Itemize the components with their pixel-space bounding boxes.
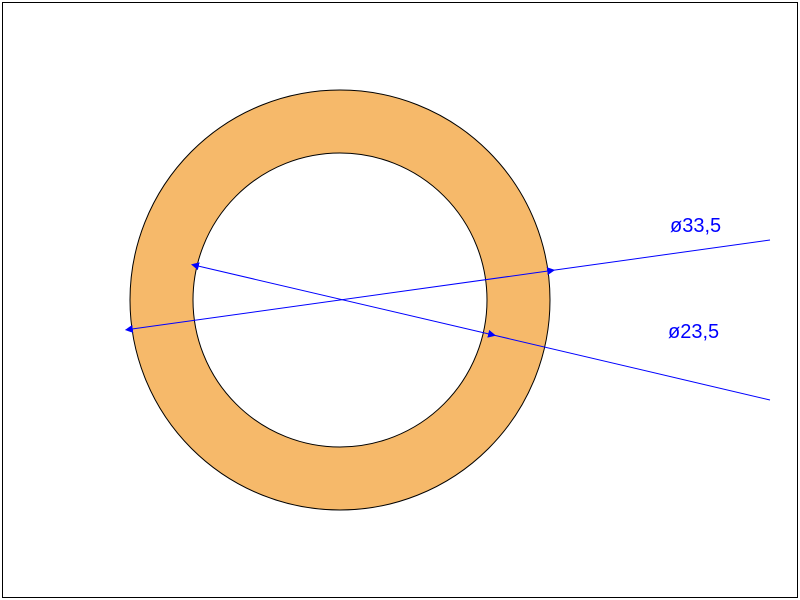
drawing-svg: ø33,5 ø23,5 xyxy=(0,0,800,600)
outer-dim-label: ø33,5 xyxy=(670,215,721,237)
outer-dim-extension xyxy=(548,240,770,271)
inner-dim-line xyxy=(198,266,489,334)
inner-dim-label: ø23,5 xyxy=(668,321,719,343)
